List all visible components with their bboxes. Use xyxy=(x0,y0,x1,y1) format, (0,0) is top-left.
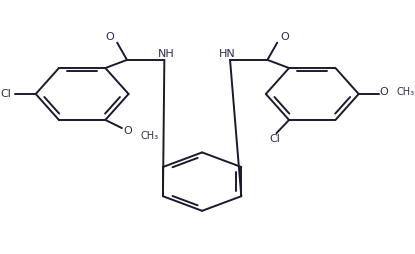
Text: O: O xyxy=(379,87,388,97)
Text: O: O xyxy=(280,32,289,42)
Text: Cl: Cl xyxy=(269,134,280,144)
Text: NH: NH xyxy=(159,49,175,58)
Text: CH₃: CH₃ xyxy=(141,131,159,141)
Text: O: O xyxy=(106,32,115,42)
Text: CH₃: CH₃ xyxy=(396,87,415,97)
Text: HN: HN xyxy=(219,49,236,58)
Text: Cl: Cl xyxy=(0,89,11,99)
Text: O: O xyxy=(124,126,132,136)
